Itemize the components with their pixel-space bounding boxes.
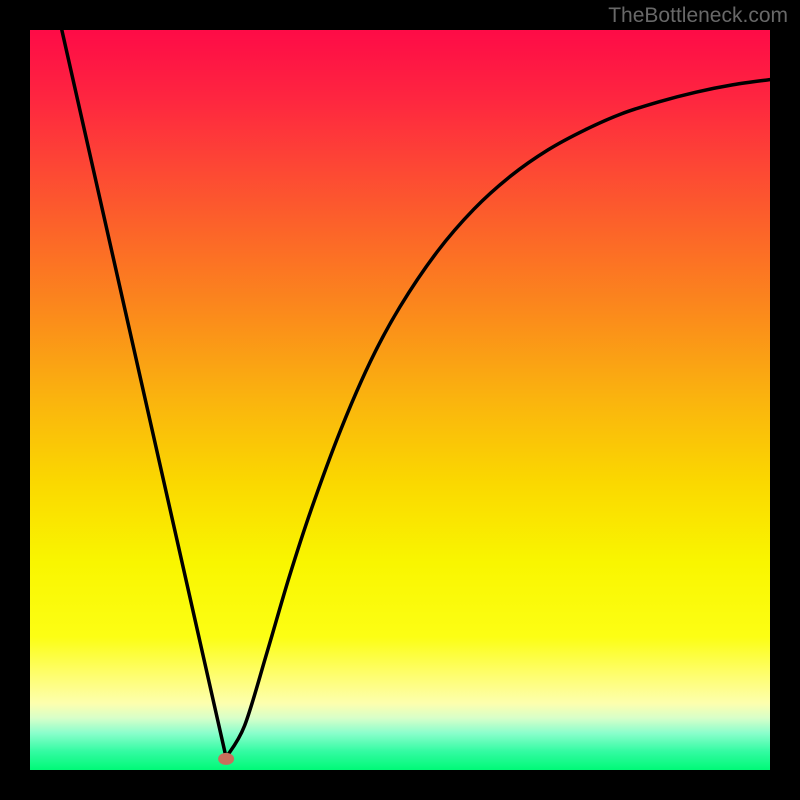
chart-frame: TheBottleneck.com: [0, 0, 800, 800]
minimum-marker: [218, 753, 234, 765]
bottleneck-curve: [30, 30, 770, 770]
curve-right-segment: [226, 80, 770, 758]
plot-area: [30, 30, 770, 770]
watermark-text: TheBottleneck.com: [608, 4, 788, 28]
curve-left-segment: [62, 30, 226, 757]
